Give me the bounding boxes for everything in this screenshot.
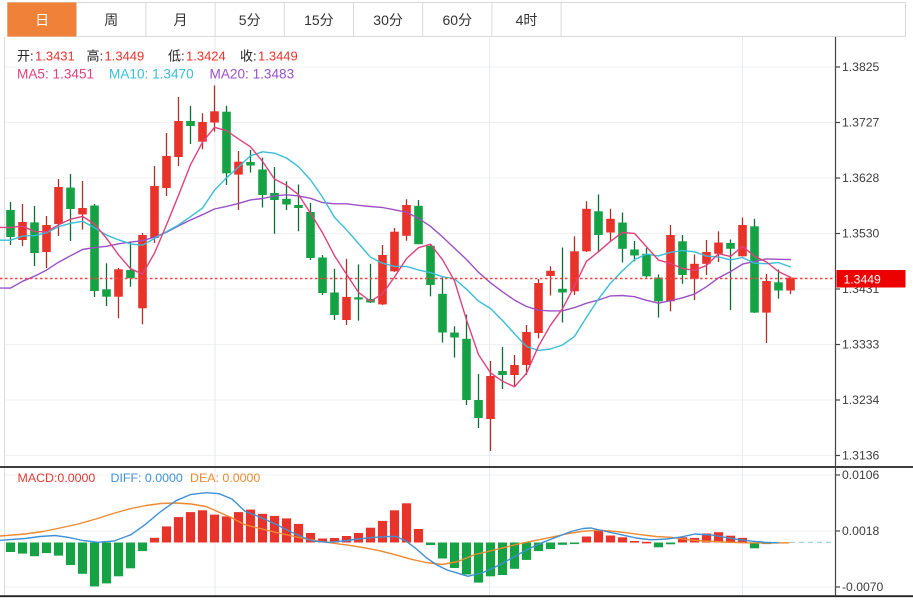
svg-text:0.0106: 0.0106 <box>842 468 879 482</box>
svg-text:MA5: 1.3451: MA5: 1.3451 <box>17 67 94 82</box>
svg-text:0.0018: 0.0018 <box>842 524 879 538</box>
svg-text:DEA: 0.0000: DEA: 0.0000 <box>190 471 260 485</box>
svg-text:5分: 5分 <box>239 12 261 28</box>
svg-text:高:: 高: <box>87 49 104 64</box>
svg-text:低:: 低: <box>168 49 185 64</box>
svg-text:月: 月 <box>174 12 188 28</box>
svg-text:1.3449: 1.3449 <box>258 49 298 64</box>
svg-text:1.3727: 1.3727 <box>842 116 879 130</box>
svg-text:DIFF: 0.0000: DIFF: 0.0000 <box>111 471 183 485</box>
svg-text:1.3333: 1.3333 <box>842 338 879 352</box>
svg-text:1.3449: 1.3449 <box>105 49 145 64</box>
svg-text:1.3431: 1.3431 <box>35 49 75 64</box>
svg-text:1.3825: 1.3825 <box>842 60 879 74</box>
svg-text:60分: 60分 <box>443 12 473 28</box>
svg-text:1.3530: 1.3530 <box>842 227 879 241</box>
svg-text:MA20: 1.3483: MA20: 1.3483 <box>210 67 295 82</box>
svg-text:1.3424: 1.3424 <box>186 49 226 64</box>
svg-text:30分: 30分 <box>373 12 403 28</box>
svg-text:1.3234: 1.3234 <box>842 393 879 407</box>
svg-text:1.3136: 1.3136 <box>842 449 879 463</box>
svg-text:日: 日 <box>35 12 49 28</box>
svg-text:MACD:0.0000: MACD:0.0000 <box>18 471 96 485</box>
svg-text:-0.0070: -0.0070 <box>842 580 884 594</box>
svg-text:4时: 4时 <box>516 12 538 28</box>
svg-text:1.3449: 1.3449 <box>844 272 881 286</box>
svg-text:15分: 15分 <box>304 12 334 28</box>
svg-text:周: 周 <box>104 12 118 28</box>
svg-text:1.3628: 1.3628 <box>842 171 879 185</box>
svg-text:开:: 开: <box>17 49 34 64</box>
svg-text:MA10: 1.3470: MA10: 1.3470 <box>109 67 194 82</box>
svg-text:收:: 收: <box>240 49 257 64</box>
